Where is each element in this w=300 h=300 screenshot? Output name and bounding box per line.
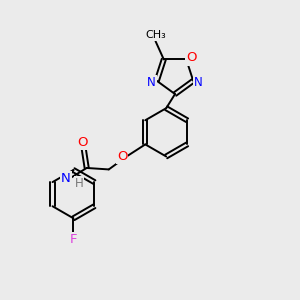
Text: N: N — [194, 76, 203, 89]
Text: O: O — [186, 52, 197, 64]
Text: O: O — [77, 136, 88, 149]
Text: N: N — [147, 76, 156, 89]
Text: CH₃: CH₃ — [145, 30, 166, 40]
Text: O: O — [117, 150, 127, 163]
Text: F: F — [70, 233, 77, 246]
Text: N: N — [61, 172, 71, 185]
Text: H: H — [75, 177, 83, 190]
